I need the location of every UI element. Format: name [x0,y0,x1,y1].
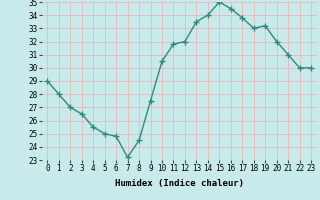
X-axis label: Humidex (Indice chaleur): Humidex (Indice chaleur) [115,179,244,188]
